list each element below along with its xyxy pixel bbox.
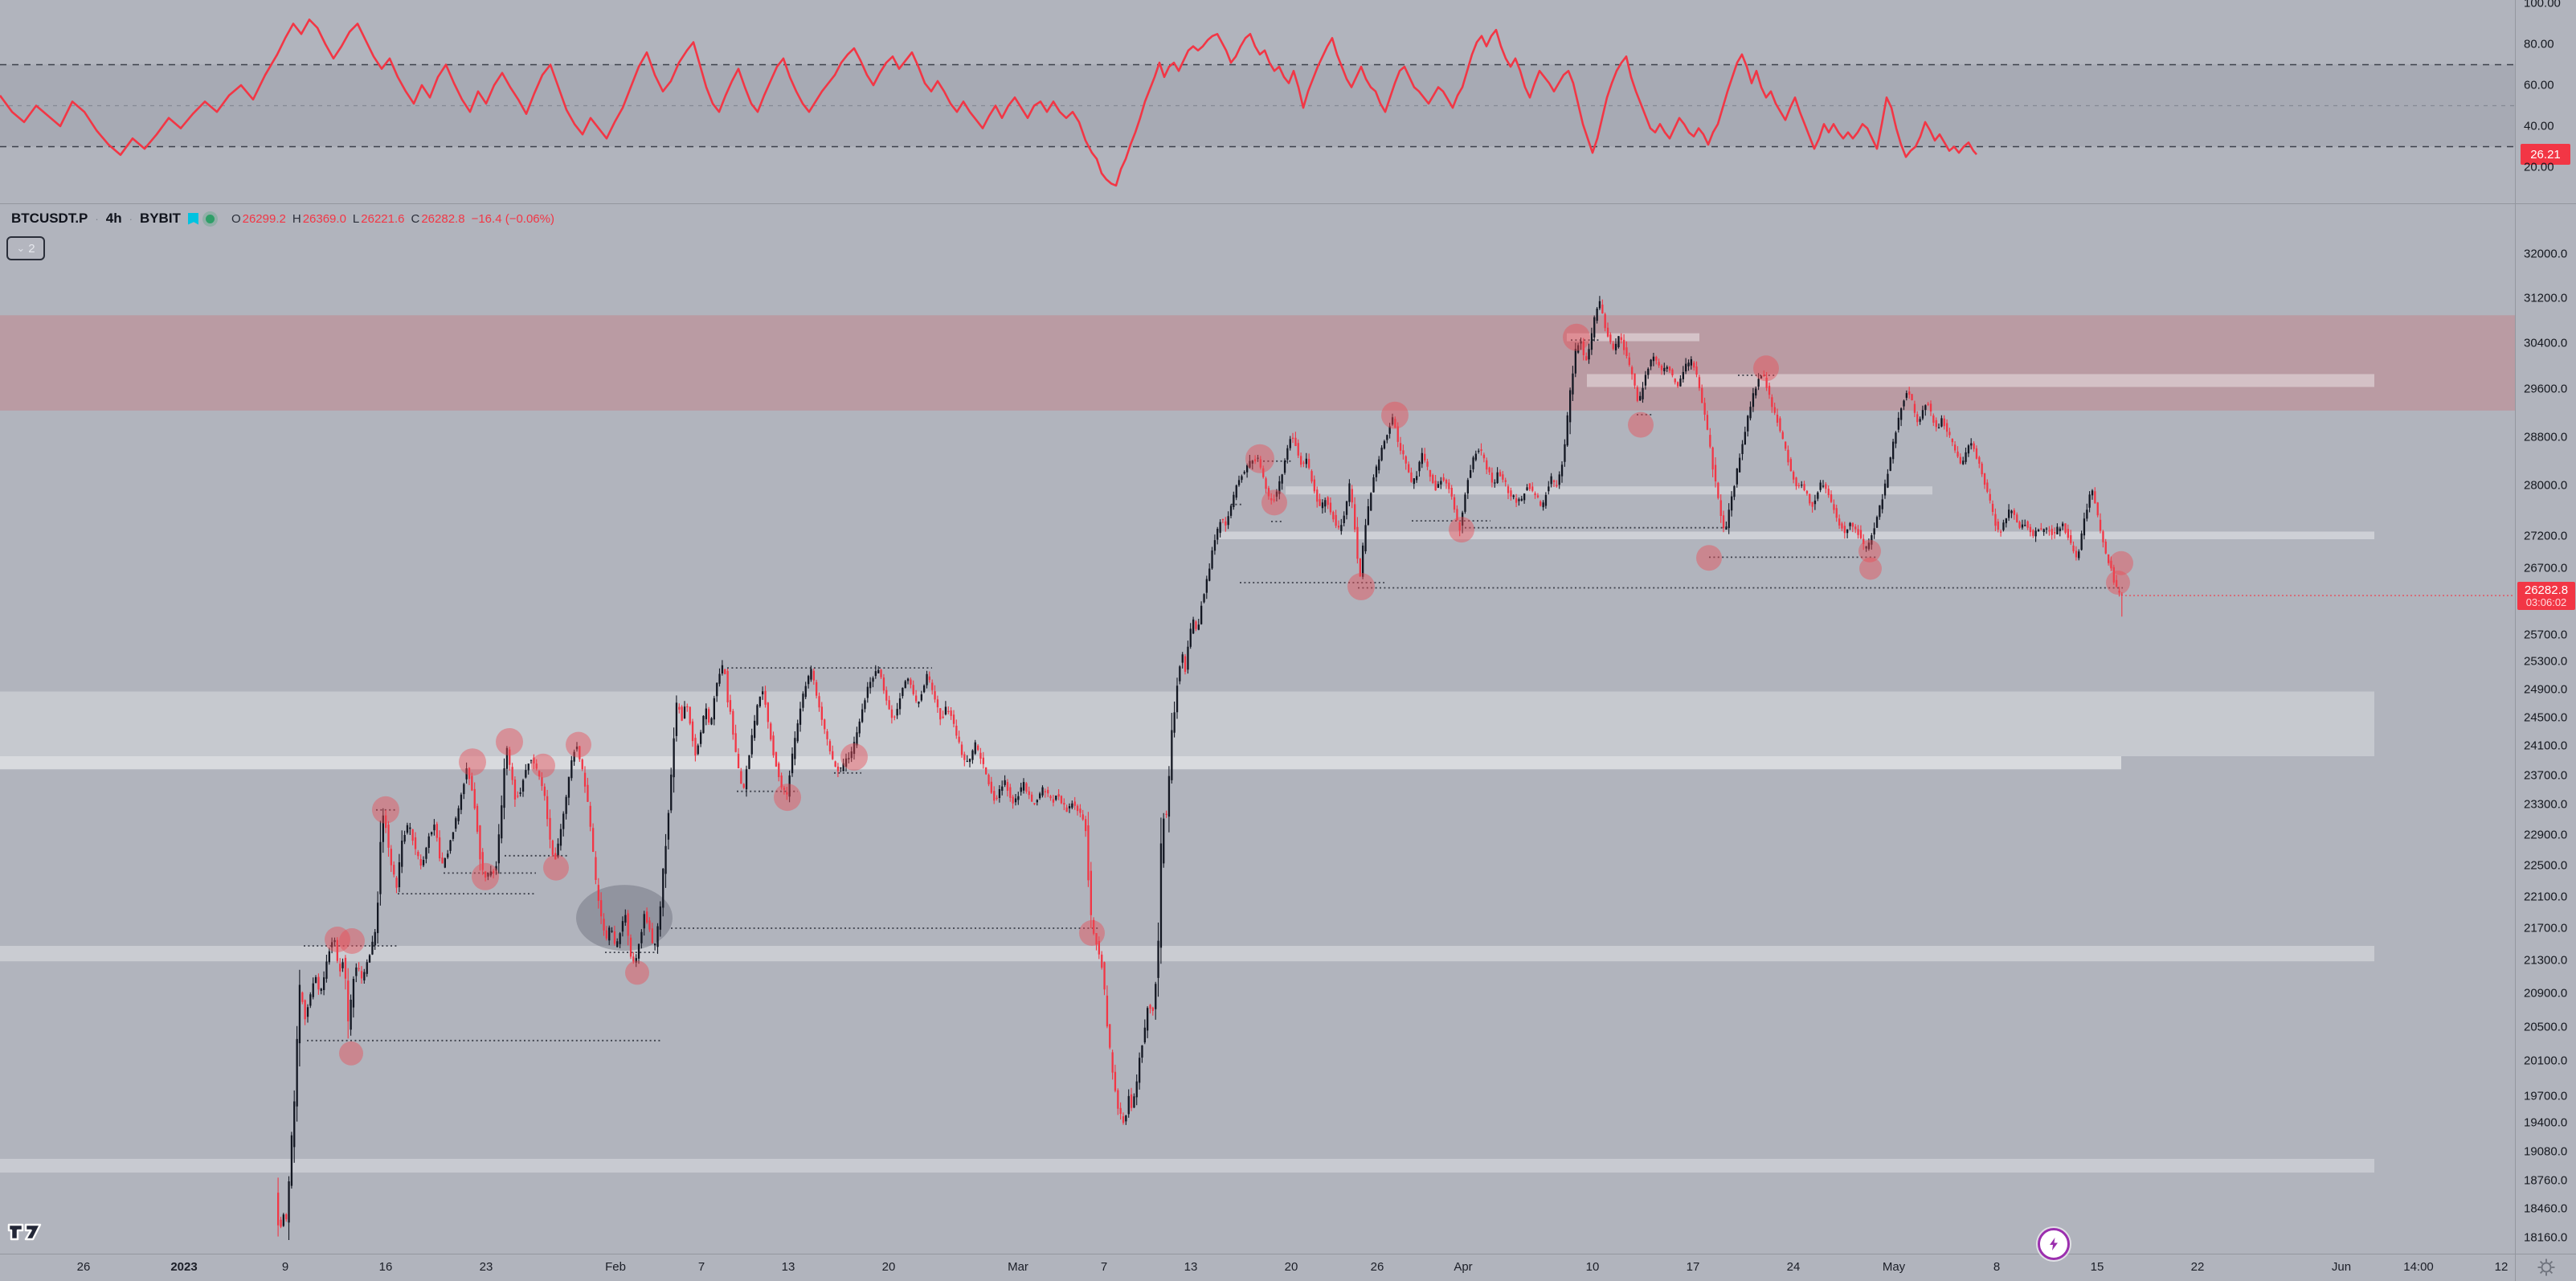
price-tick: 21700.0 (2524, 921, 2568, 935)
lightning-badge[interactable] (2038, 1228, 2070, 1260)
oscillator-tick: 80.00 (2524, 37, 2554, 51)
price-tick: 30400.0 (2524, 336, 2568, 350)
collapsed-indicators-button[interactable]: ⌄ 2 (6, 236, 45, 260)
price-tick: 32000.0 (2524, 247, 2568, 261)
price-axis-separator (2515, 0, 2516, 1281)
symbol-title[interactable]: BTCUSDT.P (11, 211, 88, 226)
price-tick: 26700.0 (2524, 561, 2568, 575)
time-tick: 13 (781, 1260, 795, 1274)
time-tick: 9 (281, 1260, 289, 1274)
chevron-down-icon: ⌄ (16, 242, 26, 254)
pane-separator[interactable] (0, 203, 2576, 204)
time-tick: 7 (697, 1260, 705, 1274)
time-tick: 26 (1370, 1260, 1384, 1274)
price-tick: 28000.0 (2524, 478, 2568, 493)
price-tick: 27200.0 (2524, 529, 2568, 543)
time-tick: May (1882, 1260, 1906, 1274)
time-tick: 7 (1100, 1260, 1108, 1274)
price-axis[interactable]: 26.21 26282.8 03:06:02 USDT ⌄ 100.0080.0… (2516, 0, 2576, 1254)
price-tick: 24900.0 (2524, 682, 2568, 697)
bar-countdown: 03:06:02 (2525, 596, 2567, 609)
oscillator-tick: 40.00 (2524, 119, 2554, 133)
axis-settings-icon[interactable] (2536, 1257, 2557, 1278)
exchange-label[interactable]: BYBIT (139, 211, 181, 226)
high-value: 26369.0 (302, 211, 346, 226)
time-tick: 22 (2190, 1260, 2205, 1274)
price-tick: 18160.0 (2524, 1230, 2568, 1245)
time-tick: 23 (479, 1260, 493, 1274)
interval-label[interactable]: 4h (105, 211, 122, 226)
legend-separator-dot: · (95, 212, 99, 225)
symbol-legend: BTCUSDT.P · 4h · BYBIT O 26299.2 H 26369.0… (11, 211, 554, 227)
price-tick: 19400.0 (2524, 1115, 2568, 1130)
time-tick: 13 (1184, 1260, 1198, 1274)
price-tick: 25300.0 (2524, 654, 2568, 669)
price-tick: 19700.0 (2524, 1089, 2568, 1103)
lightning-icon (2050, 1238, 2058, 1250)
open-value: 26299.2 (242, 211, 286, 226)
time-tick: Jun (2331, 1260, 2352, 1274)
low-label: L (352, 211, 360, 226)
time-tick: 12 (2494, 1260, 2509, 1274)
price-tick: 22900.0 (2524, 828, 2568, 842)
price-tick: 20900.0 (2524, 986, 2568, 1001)
price-tick: 25700.0 (2524, 628, 2568, 642)
time-tick: 24 (1786, 1260, 1801, 1274)
price-tick: 23700.0 (2524, 768, 2568, 783)
time-tick: 10 (1585, 1260, 1600, 1274)
time-tick: 20 (881, 1260, 896, 1274)
close-value: 26282.8 (421, 211, 465, 226)
candle-type-icon[interactable] (187, 212, 198, 225)
oscillator-tick: 100.00 (2524, 0, 2561, 10)
market-status-icon[interactable] (205, 214, 215, 223)
time-axis[interactable]: 26 2023 9 16 23 Feb 7 13 20 Mar 7 13 20 26 Apr 10 17 24 Ma… (0, 1254, 2516, 1281)
price-tick: 20100.0 (2524, 1054, 2568, 1068)
price-tick: 18460.0 (2524, 1201, 2568, 1216)
price-tick: 24500.0 (2524, 710, 2568, 725)
time-tick: 2023 (170, 1260, 198, 1274)
time-tick: Mar (1008, 1260, 1028, 1274)
last-price-value: 26282.8 (2524, 583, 2569, 598)
legend-separator-dot: · (129, 212, 133, 225)
oscillator-tick: 60.00 (2524, 78, 2554, 92)
tradingview-logo (6, 1218, 43, 1244)
last-price-badge: 26282.8 03:06:02 (2517, 582, 2575, 611)
oscillator-tick: 20.00 (2524, 160, 2554, 174)
time-tick: Feb (605, 1260, 626, 1274)
price-tick: 31200.0 (2524, 291, 2568, 305)
close-label: C (411, 211, 420, 226)
price-tick: 29600.0 (2524, 382, 2568, 396)
low-value: 26221.6 (361, 211, 405, 226)
price-tick: 23300.0 (2524, 797, 2568, 812)
price-tick: 19080.0 (2524, 1144, 2568, 1159)
price-tick: 22500.0 (2524, 858, 2568, 873)
price-tick: 21300.0 (2524, 953, 2568, 968)
price-tick: 24100.0 (2524, 739, 2568, 753)
price-tick: 28800.0 (2524, 430, 2568, 444)
time-tick: 20 (1284, 1260, 1298, 1274)
ohlc-readout: O 26299.2 H 26369.0 L 26221.6 C 26282.8 −16.… (231, 212, 554, 226)
price-tick: 22100.0 (2524, 890, 2568, 904)
time-tick: 8 (1993, 1260, 2001, 1274)
time-tick: 16 (378, 1260, 393, 1274)
time-tick: 26 (76, 1260, 91, 1274)
collapsed-count: 2 (28, 241, 35, 256)
change-value: −16.4 (−0.06%) (471, 211, 554, 226)
oscillator-value-badge: 26.21 (2521, 144, 2570, 166)
price-tick: 20500.0 (2524, 1020, 2568, 1034)
open-label: O (231, 211, 241, 226)
time-tick: 17 (1686, 1260, 1700, 1274)
price-tick: 18760.0 (2524, 1173, 2568, 1188)
time-tick: 14:00 (2403, 1260, 2434, 1274)
high-label: H (292, 211, 301, 226)
time-tick: Apr (1454, 1260, 1473, 1274)
time-tick: 15 (2090, 1260, 2104, 1274)
